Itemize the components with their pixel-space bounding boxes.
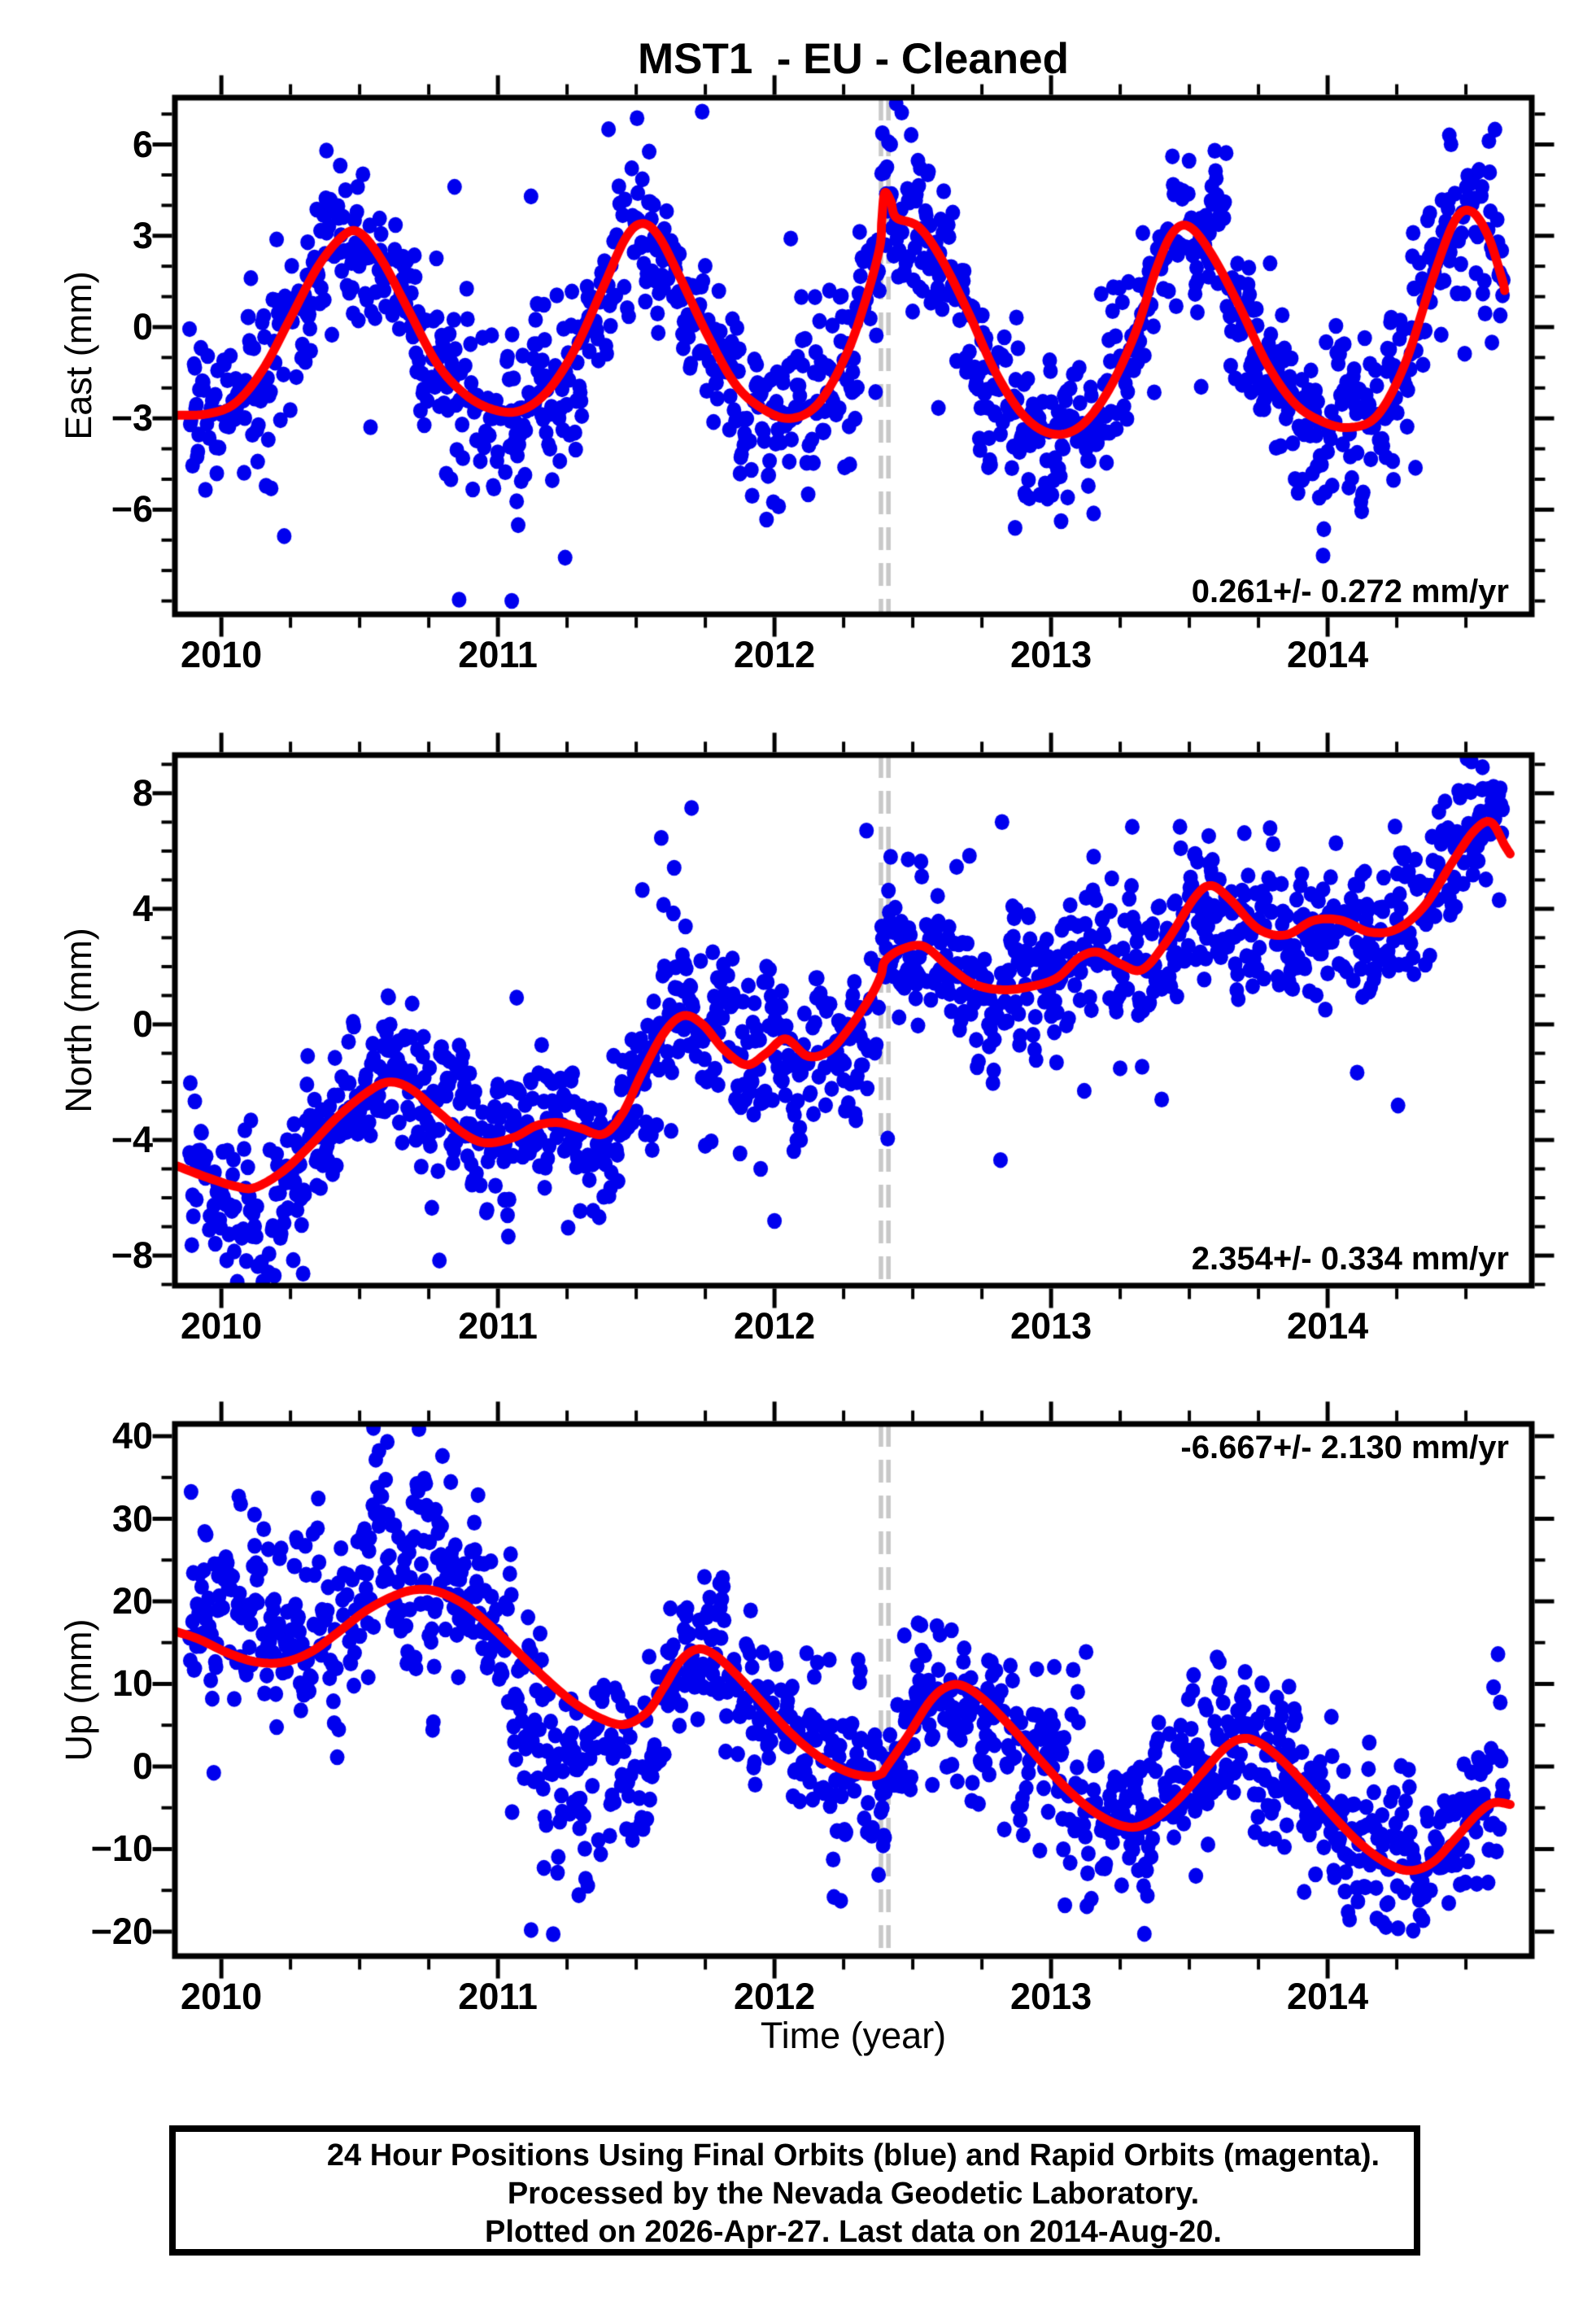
rate-annotation-north: 2.354+/- 0.334 mm/yr bbox=[1191, 1241, 1509, 1277]
y-tick-label-north: −8 bbox=[111, 1234, 153, 1277]
y-tick-label-east: 3 bbox=[132, 214, 153, 256]
caption-line-3: Plotted on 2026-Apr-27. Last data on 201… bbox=[485, 2215, 1222, 2249]
y-tick-label-up: 40 bbox=[111, 1415, 153, 1457]
x-tick-label-up: 2013 bbox=[1010, 1976, 1092, 2017]
y-tick-label-up: 30 bbox=[111, 1497, 153, 1540]
y-tick-label-up: 10 bbox=[111, 1662, 153, 1705]
x-tick-label-north: 2013 bbox=[1010, 1305, 1092, 1347]
caption-line-2: Processed by the Nevada Geodetic Laborat… bbox=[507, 2177, 1200, 2211]
x-tick-label-up: 2014 bbox=[1287, 1976, 1369, 2017]
x-axis-title: Time (year) bbox=[760, 2015, 947, 2056]
x-tick-label-east: 2012 bbox=[734, 634, 816, 675]
page-title: MST1 - EU - Cleaned bbox=[637, 35, 1070, 83]
x-tick-label-up: 2010 bbox=[181, 1976, 263, 2017]
y-tick-label-up: −20 bbox=[90, 1910, 153, 1952]
x-tick-label-north: 2011 bbox=[458, 1305, 538, 1347]
y-tick-label-north: 8 bbox=[132, 771, 153, 814]
rate-annotation-up: -6.667+/- 2.130 mm/yr bbox=[1180, 1430, 1509, 1465]
y-tick-label-north: 0 bbox=[132, 1002, 153, 1045]
x-tick-label-up: 2012 bbox=[734, 1976, 816, 2017]
y-tick-label-east: −3 bbox=[111, 397, 153, 439]
y-tick-label-up: 0 bbox=[132, 1745, 153, 1787]
y-tick-label-east: 6 bbox=[132, 123, 153, 165]
caption-box bbox=[169, 2125, 1420, 2256]
y-tick-label-up: 20 bbox=[111, 1580, 153, 1622]
x-tick-label-up: 2011 bbox=[458, 1976, 538, 2017]
y-tick-label-north: −4 bbox=[111, 1119, 153, 1161]
x-tick-label-north: 2010 bbox=[181, 1305, 263, 1347]
x-tick-label-east: 2011 bbox=[458, 634, 538, 675]
caption-line-1: 24 Hour Positions Using Final Orbits (bl… bbox=[326, 2138, 1380, 2173]
x-tick-label-east: 2010 bbox=[181, 634, 263, 675]
x-tick-label-east: 2014 bbox=[1287, 634, 1369, 675]
y-tick-label-east: 0 bbox=[132, 305, 153, 347]
y-tick-label-up: −10 bbox=[90, 1828, 153, 1870]
rate-annotation-east: 0.261+/- 0.272 mm/yr bbox=[1191, 574, 1509, 609]
y-tick-label-north: 4 bbox=[132, 887, 153, 929]
x-tick-label-east: 2013 bbox=[1010, 634, 1092, 675]
y-tick-label-east: −6 bbox=[111, 488, 153, 531]
x-tick-label-north: 2012 bbox=[734, 1305, 816, 1347]
x-tick-label-north: 2014 bbox=[1287, 1305, 1369, 1347]
caption-text: 24 Hour Positions Using Final Orbits (bl… bbox=[175, 2137, 1532, 2251]
